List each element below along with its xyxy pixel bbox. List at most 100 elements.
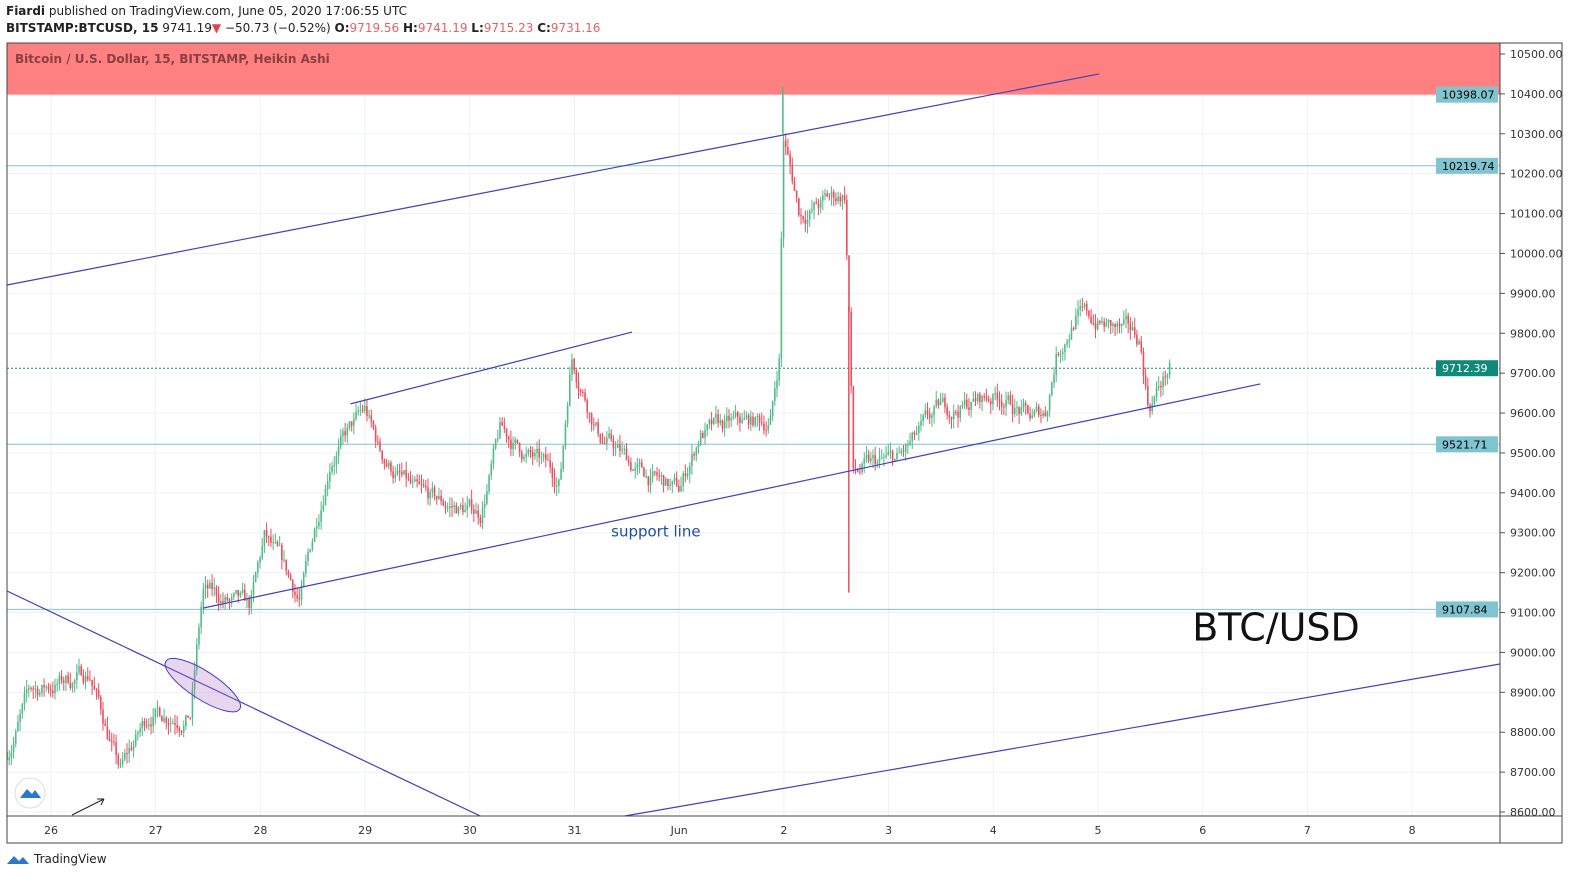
candle <box>723 421 726 429</box>
candle <box>263 530 266 547</box>
candle <box>981 395 983 403</box>
candle <box>776 380 778 389</box>
candle <box>758 415 761 423</box>
candle <box>1144 375 1147 386</box>
candle <box>291 580 294 592</box>
candle <box>616 444 619 448</box>
candle <box>680 485 682 492</box>
trend-line-descending-line <box>7 590 481 816</box>
candle <box>62 680 65 683</box>
candle <box>23 693 26 705</box>
candle <box>34 688 37 690</box>
candle <box>885 454 887 457</box>
candle <box>320 510 322 522</box>
level-price-label: 9521.71 <box>1442 438 1488 451</box>
candle <box>374 427 377 442</box>
price-change: −50.73 (−0.52%) <box>224 21 331 35</box>
candle <box>1131 327 1134 331</box>
candle <box>339 436 342 447</box>
candle <box>435 495 438 500</box>
publish-date: published on TradingView.com, June 05, 2… <box>48 4 407 18</box>
candle <box>1114 324 1116 328</box>
candle <box>10 752 13 758</box>
candle <box>1162 376 1164 388</box>
candle <box>41 685 43 694</box>
candle <box>163 717 165 722</box>
candle <box>152 716 154 727</box>
candle <box>957 412 959 418</box>
candle <box>503 425 506 429</box>
candle <box>110 741 113 743</box>
candle <box>579 390 582 392</box>
candle <box>872 455 874 459</box>
candle <box>230 596 233 601</box>
candle <box>25 689 28 694</box>
y-tick-label: 9000.00 <box>1510 646 1556 659</box>
candle <box>305 560 307 574</box>
candle <box>1120 323 1123 327</box>
candle <box>603 442 606 444</box>
trend-line-upper-channel <box>7 73 1100 286</box>
candle <box>710 419 713 424</box>
candle <box>97 689 100 698</box>
candle <box>752 416 754 426</box>
x-tick-label: 8 <box>1409 824 1416 837</box>
candle <box>446 507 449 509</box>
candle <box>704 429 706 438</box>
candle <box>438 496 440 500</box>
candle <box>150 724 152 727</box>
y-tick-label: 10000.00 <box>1510 247 1563 260</box>
candle <box>937 399 940 406</box>
candle <box>427 487 429 499</box>
candle <box>117 755 120 765</box>
candle <box>558 479 560 486</box>
candle <box>1142 351 1145 376</box>
candle <box>529 449 532 453</box>
candle <box>688 466 691 474</box>
candle <box>645 476 647 478</box>
candle <box>52 690 54 694</box>
candle <box>38 693 41 696</box>
candle <box>684 473 687 477</box>
candle <box>492 448 495 464</box>
candle <box>721 420 724 429</box>
candle <box>366 406 368 417</box>
candle <box>401 472 403 475</box>
candle <box>165 717 168 723</box>
candle <box>791 164 794 182</box>
candle <box>283 559 285 561</box>
candle <box>841 195 844 202</box>
candle <box>202 589 205 607</box>
candle <box>726 415 728 422</box>
candle <box>254 572 257 583</box>
candle <box>985 396 988 400</box>
candle <box>86 676 89 680</box>
candle <box>898 452 900 454</box>
y-tick-label: 10400.00 <box>1510 88 1563 101</box>
candle <box>863 458 866 464</box>
candle <box>470 499 473 510</box>
candle <box>1123 319 1125 324</box>
candle <box>337 446 340 457</box>
candle <box>935 399 938 407</box>
candle <box>811 209 813 212</box>
candle <box>30 687 32 689</box>
candle <box>691 454 693 467</box>
candle <box>941 397 944 403</box>
candle <box>228 600 231 602</box>
candle <box>996 392 999 400</box>
candle <box>828 196 831 198</box>
candle <box>17 721 19 732</box>
x-tick-label: 27 <box>149 824 163 837</box>
candle <box>1000 401 1003 407</box>
candle <box>233 593 235 597</box>
candle <box>21 704 24 714</box>
y-tick-label: 9700.00 <box>1510 367 1556 380</box>
candle <box>497 438 499 440</box>
candle <box>944 397 946 408</box>
candle <box>344 431 346 436</box>
candle <box>403 470 405 475</box>
candle <box>379 441 381 451</box>
author[interactable]: Fiardi <box>6 4 46 18</box>
